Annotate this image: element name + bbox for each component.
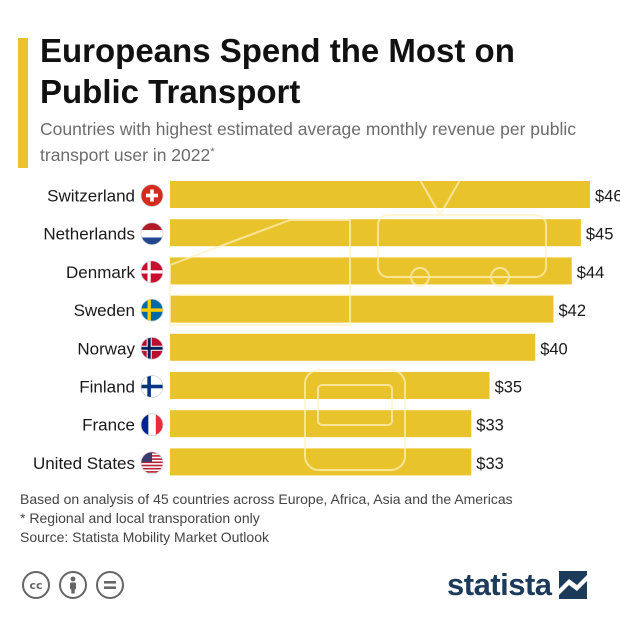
subtitle-text: Countries with highest estimated average… bbox=[40, 119, 576, 165]
country-label: United States bbox=[33, 454, 135, 473]
value-label: $40 bbox=[540, 340, 568, 358]
bar-switzerland bbox=[170, 181, 590, 208]
statista-mark-icon bbox=[558, 571, 587, 599]
norway-flag-icon bbox=[140, 336, 164, 360]
value-label: $45 bbox=[586, 226, 614, 244]
attribution-icon[interactable] bbox=[59, 571, 87, 599]
country-label: Denmark bbox=[66, 263, 135, 282]
bar-sweden bbox=[170, 295, 554, 323]
statista-logo[interactable]: statista bbox=[447, 565, 587, 605]
netherlands-flag-icon bbox=[140, 222, 164, 246]
note-source: Source: Statista Mobility Market Outlook bbox=[20, 529, 269, 545]
note-footnote: * Regional and local transporation only bbox=[20, 510, 260, 526]
denmark-flag-icon bbox=[140, 260, 164, 284]
chart-subtitle: Countries with highest estimated average… bbox=[40, 118, 610, 167]
country-label: France bbox=[82, 416, 135, 435]
chart-notes: Based on analysis of 45 countries across… bbox=[20, 490, 610, 547]
sweden-flag-icon bbox=[140, 298, 164, 322]
note-analysis: Based on analysis of 45 countries across… bbox=[20, 491, 513, 507]
country-label: Norway bbox=[77, 339, 135, 358]
bar-norway bbox=[170, 333, 536, 361]
bar-denmark bbox=[170, 257, 572, 285]
switzerland-flag-icon bbox=[140, 184, 164, 207]
finland-flag-icon bbox=[140, 375, 164, 398]
transport-illustration bbox=[169, 179, 547, 471]
bar-netherlands bbox=[170, 219, 581, 247]
value-label: $42 bbox=[558, 302, 586, 320]
country-label: Netherlands bbox=[43, 225, 135, 244]
country-label: Switzerland bbox=[47, 187, 135, 206]
value-label: $33 bbox=[476, 417, 504, 435]
brand-name: statista bbox=[447, 567, 552, 602]
value-label: $46 bbox=[595, 188, 620, 206]
country-label: Sweden bbox=[74, 301, 135, 320]
license-icons: cc bbox=[22, 571, 124, 601]
country-label: Finland bbox=[79, 378, 135, 397]
chart-title: Europeans Spend the Most on Public Trans… bbox=[40, 32, 515, 110]
title-accent-bar bbox=[18, 38, 28, 168]
value-label: $44 bbox=[577, 264, 605, 282]
value-label: $35 bbox=[495, 379, 523, 397]
value-label: $33 bbox=[476, 455, 504, 473]
bar-chart: Switzerland $46 Netherlands $45 Denmark $44 Sw… bbox=[0, 175, 620, 480]
bar-chart-svg: Switzerland $46 Netherlands $45 Denmark $44 Sw… bbox=[33, 179, 620, 476]
united-states-flag-icon bbox=[140, 451, 164, 475]
france-flag-icon bbox=[140, 413, 164, 437]
subtitle-footnote-mark: * bbox=[210, 146, 215, 158]
bar-france bbox=[170, 410, 472, 438]
bar-united-states bbox=[170, 448, 472, 476]
no-derivatives-icon[interactable] bbox=[96, 571, 124, 599]
creative-commons-icon[interactable]: cc bbox=[22, 571, 50, 599]
